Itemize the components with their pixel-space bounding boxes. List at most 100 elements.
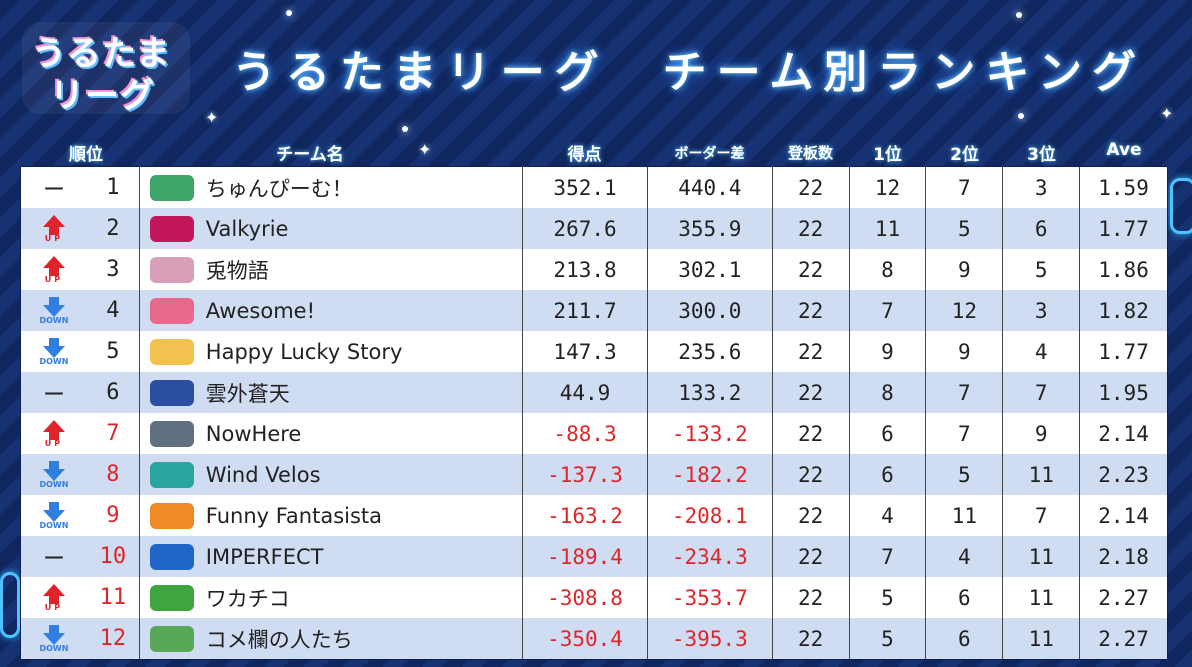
team-cell: IMPERFECT xyxy=(138,536,522,577)
score-cell: 147.3 xyxy=(522,331,647,372)
sparkle-star-icon: ✦ xyxy=(205,108,219,127)
move-down-icon: DOWN xyxy=(39,296,68,325)
ave-cell: 2.14 xyxy=(1079,495,1167,536)
ave-cell: 2.18 xyxy=(1079,536,1167,577)
move-down-icon: DOWN xyxy=(39,337,68,366)
table-row: ー 6 雲外蒼天 44.9 133.2 22 8 7 7 1.95 xyxy=(21,372,1167,413)
ave-cell: 1.95 xyxy=(1079,372,1167,413)
table-row: DOWN 12 コメ欄の人たち -350.4 -395.3 22 5 6 11 … xyxy=(21,618,1167,659)
move-none-indicator: ー xyxy=(42,177,65,203)
team-cell: コメ欄の人たち xyxy=(138,618,522,659)
team-name: Funny Fantasista xyxy=(205,503,383,528)
score-cell: 352.1 xyxy=(522,167,647,208)
score-cell: -350.4 xyxy=(522,618,647,659)
second-place-cell: 11 xyxy=(925,495,1002,536)
move-cell: UP xyxy=(21,413,87,454)
team-name: Awesome! xyxy=(205,298,315,323)
header-score: 得点 xyxy=(567,145,602,165)
move-cell: ー xyxy=(21,536,87,577)
sparkle-star-icon: ✦ xyxy=(1160,104,1174,123)
team-name: Happy Lucky Story xyxy=(205,339,403,364)
rank-cell: 12 xyxy=(99,626,127,651)
border-diff-cell: 440.4 xyxy=(646,167,772,208)
ave-cell: 1.86 xyxy=(1079,249,1167,290)
team-logo-icon xyxy=(149,584,194,611)
ave-cell: 2.27 xyxy=(1079,577,1167,618)
decoration-frame xyxy=(0,572,20,638)
third-place-cell: 4 xyxy=(1002,331,1079,372)
header-boards: 登板数 xyxy=(787,144,833,162)
border-diff-cell: -208.1 xyxy=(646,495,772,536)
rank-cell: 7 xyxy=(106,421,120,446)
third-place-cell: 11 xyxy=(1002,577,1079,618)
score-cell: -163.2 xyxy=(522,495,647,536)
boards-cell: 22 xyxy=(771,536,849,577)
second-place-cell: 6 xyxy=(925,618,1002,659)
ave-cell: 1.82 xyxy=(1079,290,1167,331)
move-cell: UP xyxy=(21,249,87,290)
move-cell: DOWN xyxy=(21,495,87,536)
ave-cell: 1.77 xyxy=(1079,208,1167,249)
third-place-cell: 11 xyxy=(1002,454,1079,495)
second-place-cell: 9 xyxy=(925,331,1002,372)
move-up-icon: UP xyxy=(42,255,65,284)
team-logo-icon xyxy=(149,420,194,447)
page-title: うるたまリーグ チーム別ランキング xyxy=(232,47,1147,98)
table-header: 順位 チーム名 得点 ボーダー差 登板数 1位 2位 3位 Ave xyxy=(20,140,1168,166)
second-place-cell: 12 xyxy=(925,290,1002,331)
team-cell: Valkyrie xyxy=(138,208,522,249)
boards-cell: 22 xyxy=(771,208,849,249)
border-diff-cell: 300.0 xyxy=(646,290,772,331)
third-place-cell: 9 xyxy=(1002,413,1079,454)
move-none-indicator: ー xyxy=(42,546,65,572)
team-cell: ワカチコ xyxy=(138,577,522,618)
table-row: UP 2 Valkyrie 267.6 355.9 22 11 5 6 1.77 xyxy=(21,208,1167,249)
sparkle-dot xyxy=(286,10,292,16)
third-place-cell: 3 xyxy=(1002,290,1079,331)
sparkle-star-icon: ✦ xyxy=(418,140,432,159)
team-cell: Wind Velos xyxy=(138,454,522,495)
ave-cell: 1.77 xyxy=(1079,331,1167,372)
boards-cell: 22 xyxy=(771,618,849,659)
rank-cell: 5 xyxy=(106,339,120,364)
table-row: DOWN 5 Happy Lucky Story 147.3 235.6 22 … xyxy=(21,331,1167,372)
second-place-cell: 5 xyxy=(925,208,1002,249)
header-team: チーム名 xyxy=(276,145,344,165)
move-up-icon: UP xyxy=(42,419,65,448)
header-ave: Ave xyxy=(1106,140,1142,160)
third-place-cell: 11 xyxy=(1002,618,1079,659)
third-place-cell: 7 xyxy=(1002,372,1079,413)
boards-cell: 22 xyxy=(771,495,849,536)
boards-cell: 22 xyxy=(771,167,849,208)
border-diff-cell: 355.9 xyxy=(646,208,772,249)
score-cell: -308.8 xyxy=(522,577,647,618)
team-name: 雲外蒼天 xyxy=(205,381,290,406)
third-place-cell: 5 xyxy=(1002,249,1079,290)
logo-text-line1: うるたま xyxy=(32,34,171,74)
move-down-icon: DOWN xyxy=(39,624,68,653)
third-place-cell: 6 xyxy=(1002,208,1079,249)
team-logo-icon xyxy=(149,502,194,529)
first-place-cell: 5 xyxy=(848,618,926,659)
score-cell: -189.4 xyxy=(522,536,647,577)
team-cell: ちゅんぴーむ！ xyxy=(138,167,522,208)
table-row: ー 1 ちゅんぴーむ！ 352.1 440.4 22 12 7 3 1.59 xyxy=(21,167,1167,208)
first-place-cell: 5 xyxy=(848,577,926,618)
score-cell: -88.3 xyxy=(522,413,647,454)
team-logo-icon xyxy=(149,379,194,406)
rank-cell: 2 xyxy=(106,216,120,241)
rank-cell: 10 xyxy=(99,544,127,569)
team-name: Valkyrie xyxy=(205,216,289,241)
team-name: コメ欄の人たち xyxy=(205,627,353,652)
team-logo-icon xyxy=(149,174,194,201)
team-logo-icon xyxy=(149,461,194,488)
third-place-cell: 7 xyxy=(1002,495,1079,536)
boards-cell: 22 xyxy=(771,454,849,495)
rank-cell: 8 xyxy=(106,462,120,487)
ave-cell: 2.27 xyxy=(1079,618,1167,659)
move-up-icon: UP xyxy=(42,583,65,612)
team-cell: Awesome! xyxy=(138,290,522,331)
boards-cell: 22 xyxy=(771,290,849,331)
second-place-cell: 7 xyxy=(925,413,1002,454)
team-name: IMPERFECT xyxy=(205,544,324,569)
